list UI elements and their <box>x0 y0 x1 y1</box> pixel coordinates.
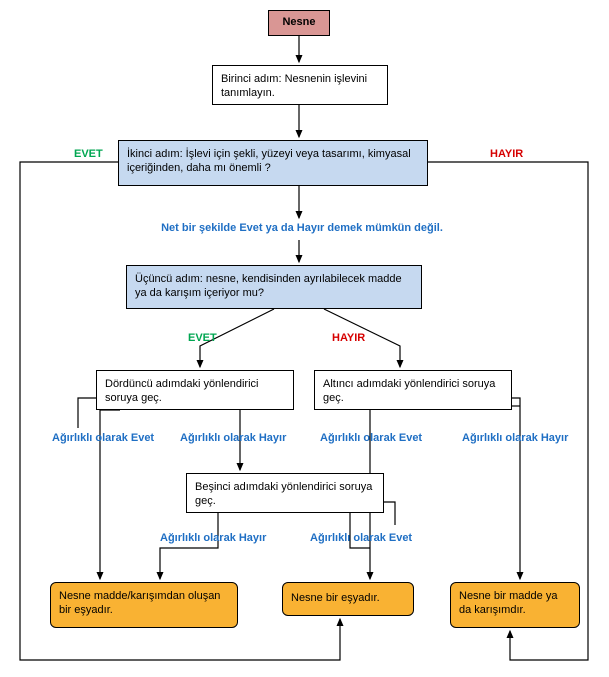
step5-text: Beşinci adımdaki yönlendirici soruya geç… <box>195 481 372 507</box>
step2-text: İkinci adım: İşlevi için şekli, yüzeyi v… <box>127 148 411 174</box>
evet-step3-label: EVET <box>188 332 217 344</box>
result2-text: Nesne bir eşyadır. <box>291 592 380 604</box>
start-text: Nesne <box>282 16 315 28</box>
mid-label: Net bir şekilde Evet ya da Hayır demek m… <box>132 222 472 234</box>
w5-yes-label: Ağırlıklı olarak Evet <box>310 532 412 544</box>
w5-no-label: Ağırlıklı olarak Hayır <box>160 532 266 544</box>
hayir-step3-label: HAYIR <box>332 332 365 344</box>
step1-node: Birinci adım: Nesnenin işlevini tanımlay… <box>212 65 388 105</box>
w6-no-label: Ağırlıklı olarak Hayır <box>462 432 568 444</box>
step6-node: Altıncı adımdaki yönlendirici soruya geç… <box>314 370 512 410</box>
evet-step2-label: EVET <box>74 148 103 160</box>
step3-node: Üçüncü adım: nesne, kendisinden ayrılabi… <box>126 265 422 309</box>
w6-yes-label: Ağırlıklı olarak Evet <box>320 432 422 444</box>
result3-text: Nesne bir madde ya da karışımdır. <box>459 590 557 616</box>
start-node: Nesne <box>268 10 330 36</box>
step5-node: Beşinci adımdaki yönlendirici soruya geç… <box>186 473 384 513</box>
mid-text: Net bir şekilde Evet ya da Hayır demek m… <box>161 222 443 234</box>
result2-node: Nesne bir eşyadır. <box>282 582 414 616</box>
step1-text: Birinci adım: Nesnenin işlevini tanımlay… <box>221 73 367 99</box>
w4-yes-label: Ağırlıklı olarak Evet <box>52 432 154 444</box>
step6-text: Altıncı adımdaki yönlendirici soruya geç… <box>323 378 495 404</box>
w4-no-label: Ağırlıklı olarak Hayır <box>180 432 286 444</box>
step2-node: İkinci adım: İşlevi için şekli, yüzeyi v… <box>118 140 428 186</box>
step4-node: Dördüncü adımdaki yönlendirici soruya ge… <box>96 370 294 410</box>
step4-text: Dördüncü adımdaki yönlendirici soruya ge… <box>105 378 258 404</box>
result3-node: Nesne bir madde ya da karışımdır. <box>450 582 580 628</box>
result1-text: Nesne madde/karışımdan oluşan bir eşyadı… <box>59 590 220 616</box>
hayir-step2-label: HAYIR <box>490 148 523 160</box>
result1-node: Nesne madde/karışımdan oluşan bir eşyadı… <box>50 582 238 628</box>
step3-text: Üçüncü adım: nesne, kendisinden ayrılabi… <box>135 273 402 299</box>
